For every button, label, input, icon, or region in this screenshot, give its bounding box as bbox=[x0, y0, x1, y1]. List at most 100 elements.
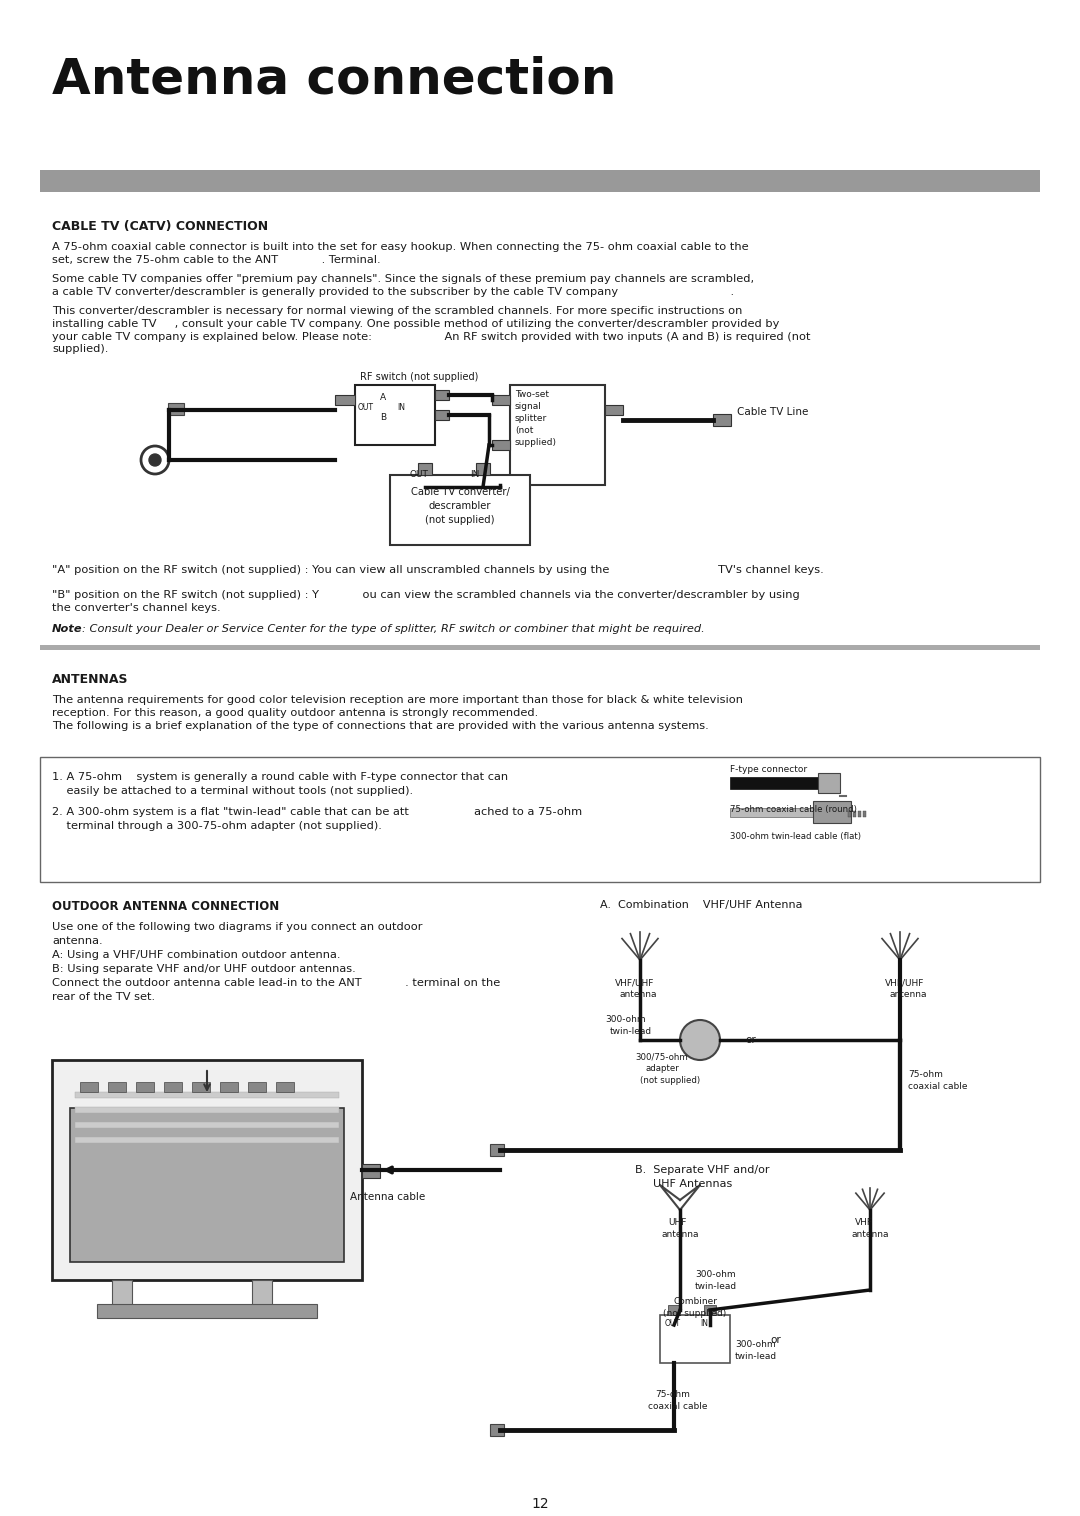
Text: A.  Combination    VHF/UHF Antenna: A. Combination VHF/UHF Antenna bbox=[600, 901, 802, 910]
Bar bbox=[730, 778, 820, 788]
Bar bbox=[863, 811, 866, 817]
Bar bbox=[492, 396, 510, 405]
Bar bbox=[97, 1304, 318, 1317]
Text: 12: 12 bbox=[531, 1496, 549, 1511]
Bar bbox=[335, 396, 355, 405]
Text: Use one of the following two diagrams if you connect an outdoor
antenna.
A: Usin: Use one of the following two diagrams if… bbox=[52, 922, 500, 1002]
Text: OUT: OUT bbox=[665, 1319, 681, 1328]
Text: antenna: antenna bbox=[662, 1229, 700, 1239]
Bar bbox=[40, 644, 1040, 650]
Bar bbox=[669, 1305, 680, 1314]
Bar bbox=[418, 462, 432, 475]
Text: RF switch (not supplied): RF switch (not supplied) bbox=[360, 371, 478, 382]
Text: Note: Note bbox=[52, 625, 83, 634]
Text: 1. A 75-ohm    system is generally a round cable with F-type connector that can: 1. A 75-ohm system is generally a round … bbox=[52, 772, 508, 782]
Text: 75-ohm: 75-ohm bbox=[654, 1390, 690, 1399]
Text: antenna: antenna bbox=[620, 990, 658, 999]
Text: (not supplied): (not supplied) bbox=[663, 1308, 727, 1317]
Text: 300-ohm twin-lead cable (flat): 300-ohm twin-lead cable (flat) bbox=[730, 832, 861, 841]
Text: terminal through a 300-75-ohm adapter (not supplied).: terminal through a 300-75-ohm adapter (n… bbox=[52, 822, 382, 831]
Text: UHF Antennas: UHF Antennas bbox=[653, 1179, 732, 1189]
Text: twin-lead: twin-lead bbox=[610, 1026, 652, 1035]
Text: OUT: OUT bbox=[410, 470, 429, 479]
Bar bbox=[858, 811, 861, 817]
Bar bbox=[168, 403, 184, 415]
Bar bbox=[435, 390, 449, 400]
Bar bbox=[80, 1082, 98, 1092]
Text: VHF/UHF: VHF/UHF bbox=[615, 978, 654, 987]
Text: antenna: antenna bbox=[852, 1229, 890, 1239]
Text: supplied): supplied) bbox=[515, 438, 557, 447]
Bar bbox=[52, 1060, 362, 1280]
Bar bbox=[660, 1314, 730, 1363]
Bar bbox=[276, 1082, 294, 1092]
Text: A 75-ohm coaxial cable connector is built into the set for easy hookup. When con: A 75-ohm coaxial cable connector is buil… bbox=[52, 243, 748, 265]
Bar bbox=[713, 414, 731, 426]
Bar bbox=[136, 1082, 154, 1092]
Text: IN: IN bbox=[700, 1319, 708, 1328]
Text: "A" position on the RF switch (not supplied) : You can view all unscrambled chan: "A" position on the RF switch (not suppl… bbox=[52, 565, 824, 575]
Bar bbox=[390, 475, 530, 544]
Text: UHF: UHF bbox=[669, 1217, 687, 1226]
Bar bbox=[75, 1137, 339, 1143]
Text: coaxial cable: coaxial cable bbox=[908, 1082, 968, 1092]
Bar bbox=[40, 170, 1040, 193]
Bar bbox=[108, 1082, 126, 1092]
Bar bbox=[75, 1122, 339, 1128]
Bar bbox=[818, 773, 840, 793]
Bar bbox=[476, 462, 490, 475]
Text: Two-set: Two-set bbox=[515, 390, 549, 399]
Text: (not supplied): (not supplied) bbox=[640, 1076, 700, 1085]
Bar bbox=[490, 1424, 504, 1436]
Text: 300-ohm: 300-ohm bbox=[605, 1016, 646, 1023]
Text: 75-ohm: 75-ohm bbox=[908, 1070, 943, 1079]
Text: antenna: antenna bbox=[890, 990, 928, 999]
Text: or: or bbox=[770, 1336, 781, 1345]
Text: OUT: OUT bbox=[357, 403, 374, 412]
Bar bbox=[40, 756, 1040, 882]
Text: or: or bbox=[745, 1035, 756, 1045]
Text: adapter: adapter bbox=[645, 1064, 678, 1073]
Bar bbox=[355, 385, 435, 446]
Text: OUTDOOR ANTENNA CONNECTION: OUTDOOR ANTENNA CONNECTION bbox=[52, 901, 280, 913]
Bar bbox=[220, 1082, 238, 1092]
Bar bbox=[164, 1082, 183, 1092]
Bar bbox=[248, 1082, 266, 1092]
Bar bbox=[75, 1107, 339, 1113]
Text: Antenna connection: Antenna connection bbox=[52, 55, 617, 103]
Text: (not supplied): (not supplied) bbox=[426, 515, 495, 525]
Circle shape bbox=[149, 453, 161, 465]
Text: Cable TV Line: Cable TV Line bbox=[737, 406, 808, 417]
Text: coaxial cable: coaxial cable bbox=[648, 1402, 707, 1411]
Bar bbox=[813, 800, 851, 823]
Text: 300/75-ohm: 300/75-ohm bbox=[635, 1052, 688, 1061]
Text: 2. A 300-ohm system is a flat "twin-lead" cable that can be att                 : 2. A 300-ohm system is a flat "twin-lead… bbox=[52, 807, 582, 817]
Bar bbox=[490, 1145, 504, 1157]
Text: easily be attached to a terminal without tools (not supplied).: easily be attached to a terminal without… bbox=[52, 785, 414, 796]
Bar bbox=[192, 1082, 210, 1092]
Text: IN: IN bbox=[397, 403, 405, 412]
Bar bbox=[704, 1305, 716, 1314]
Bar bbox=[848, 811, 851, 817]
Text: IN: IN bbox=[470, 470, 480, 479]
Text: VHF/UHF: VHF/UHF bbox=[885, 978, 924, 987]
Text: B.  Separate VHF and/or: B. Separate VHF and/or bbox=[635, 1164, 769, 1175]
Text: A: A bbox=[380, 393, 387, 402]
Text: 300-ohm: 300-ohm bbox=[735, 1340, 775, 1349]
Text: VHF: VHF bbox=[855, 1217, 873, 1226]
Text: signal: signal bbox=[515, 402, 542, 411]
Text: 75-ohm coaxial cable (round): 75-ohm coaxial cable (round) bbox=[730, 805, 856, 814]
Text: B: B bbox=[380, 412, 387, 421]
Text: twin-lead: twin-lead bbox=[735, 1352, 778, 1361]
Bar bbox=[605, 405, 623, 415]
Text: Combiner: Combiner bbox=[673, 1298, 717, 1305]
Bar bbox=[492, 440, 510, 450]
Text: ANTENNAS: ANTENNAS bbox=[52, 673, 129, 687]
Text: Cable TV converter/: Cable TV converter/ bbox=[410, 487, 510, 497]
Circle shape bbox=[680, 1020, 720, 1060]
Text: 300-ohm: 300-ohm bbox=[696, 1270, 735, 1280]
Bar bbox=[853, 811, 856, 817]
Text: CABLE TV (CATV) CONNECTION: CABLE TV (CATV) CONNECTION bbox=[52, 220, 268, 233]
Bar bbox=[730, 808, 815, 817]
Text: (not: (not bbox=[515, 426, 534, 435]
